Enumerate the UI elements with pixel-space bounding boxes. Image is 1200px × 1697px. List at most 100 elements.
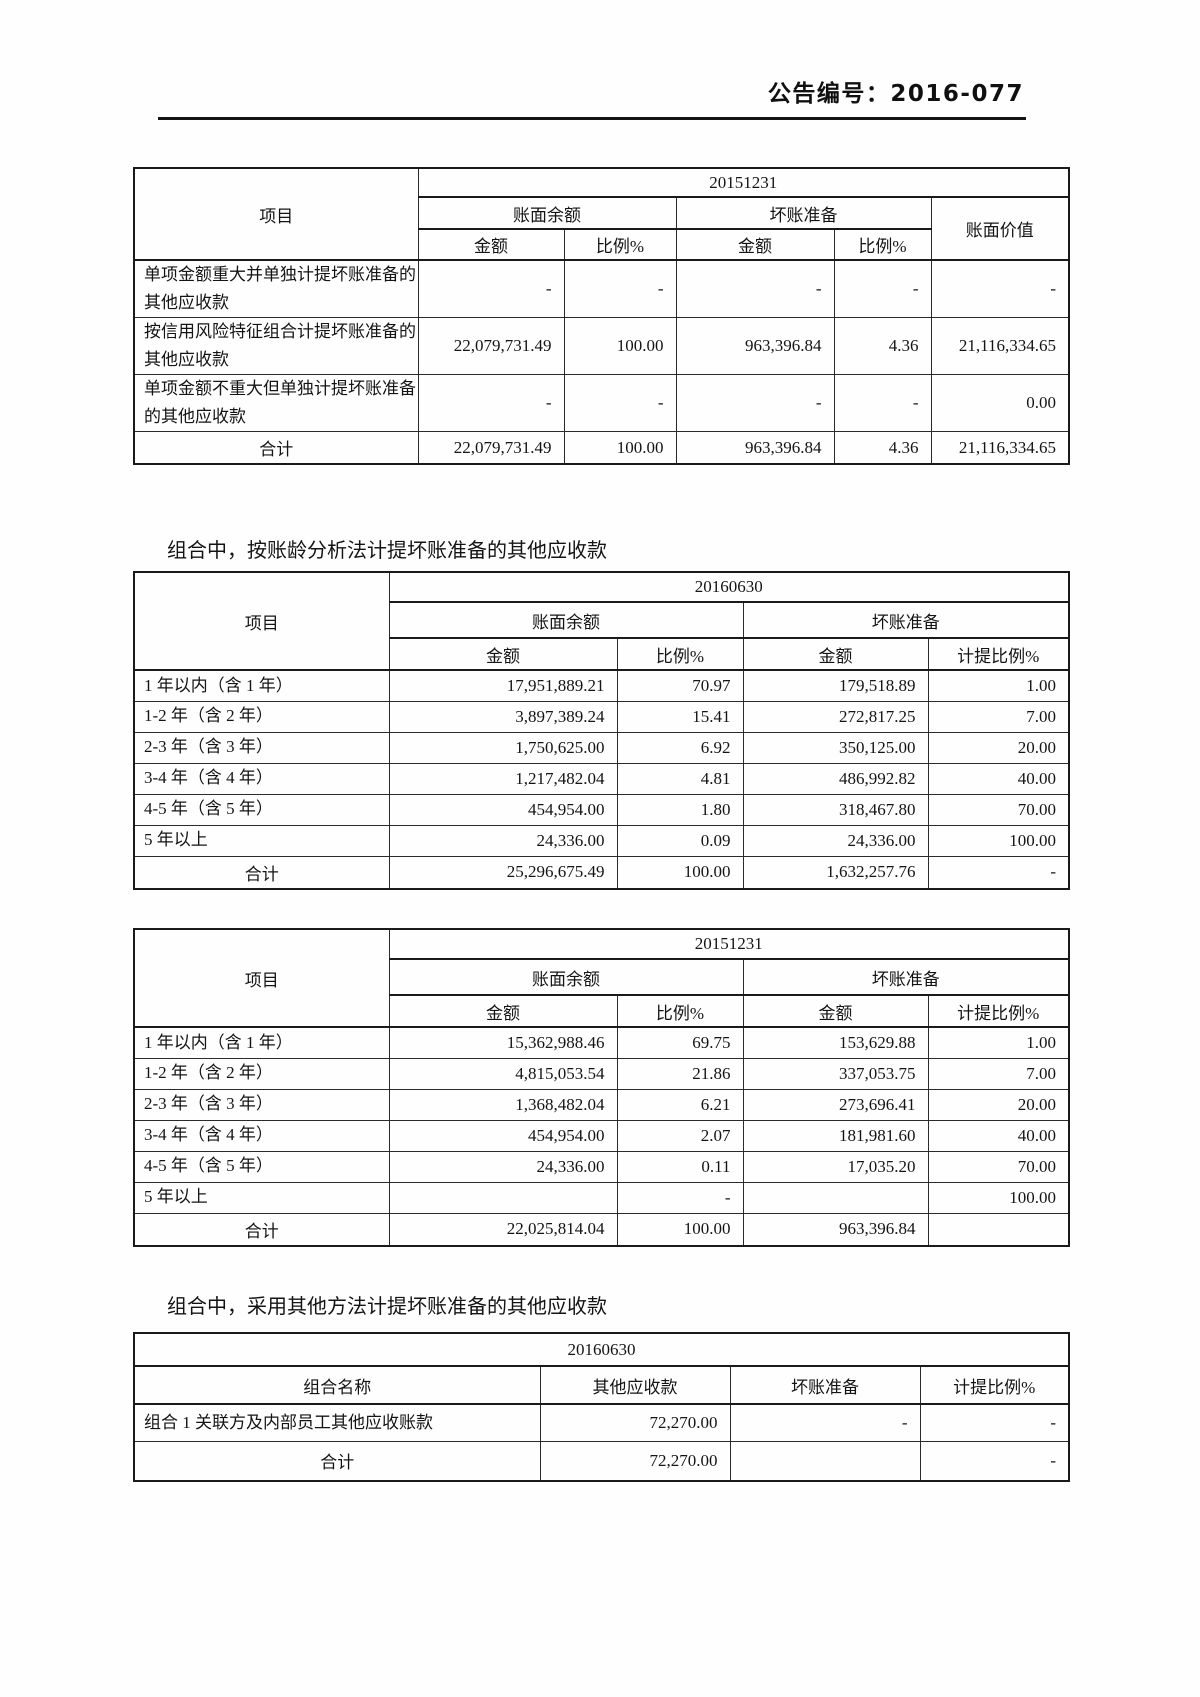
cell-item: 4-5 年（含 5 年） [133, 793, 390, 826]
col-header-other-receivables: 其他应收款 [539, 1365, 731, 1405]
cell-provision-amount: 1,632,257.76 [742, 855, 929, 890]
table-total-row: 合计 25,296,675.49 100.00 1,632,257.76 - [133, 855, 1070, 890]
cell-provision-amount: 181,981.60 [742, 1119, 929, 1152]
section-title-aging-method: 组合中，按账龄分析法计提坏账准备的其他应收款 [167, 540, 607, 562]
cell-balance-ratio: - [563, 374, 677, 433]
table-header-row: 组合名称 其他应收款 坏账准备 计提比例% [133, 1365, 1070, 1405]
cell-balance-amount: 22,079,731.49 [417, 317, 565, 376]
cell-balance-ratio: 4.81 [616, 762, 744, 795]
table-row: 单项金额重大并单独计提坏账准备的其他应收款 - - - - - [133, 259, 1070, 319]
col-header-ratio: 比例% [833, 228, 932, 261]
cell-book-value: 0.00 [930, 374, 1070, 433]
cell-provision-ratio: 1.00 [927, 1026, 1070, 1059]
cell-item: 5 年以上 [133, 824, 390, 857]
cell-item: 4-5 年（含 5 年） [133, 1150, 390, 1183]
cell-balance-ratio: - [616, 1181, 744, 1214]
table-header-row: 金额 比例% 金额 计提比例% [134, 637, 1070, 671]
cell-provision-ratio: 100.00 [927, 824, 1070, 857]
col-header-book-balance: 账面余额 [417, 196, 677, 230]
cell-book-value: 21,116,334.65 [930, 431, 1070, 465]
cell-provision-ratio: 40.00 [927, 762, 1070, 795]
cell-provision-ratio: 20.00 [927, 1088, 1070, 1121]
cell-balance-amount: 1,750,625.00 [388, 731, 618, 764]
table-row: 3-4 年（含 4 年） 1,217,482.04 4.81 486,992.8… [133, 762, 1070, 795]
cell-balance-ratio: - [563, 259, 677, 319]
cell-balance-ratio: 0.09 [616, 824, 744, 857]
table-row: 5 年以上 24,336.00 0.09 24,336.00 100.00 [133, 824, 1070, 857]
cell-balance-amount: 25,296,675.49 [388, 855, 618, 890]
cell-provision-amount: 273,696.41 [742, 1088, 929, 1121]
table-header-row: 账面余额 坏账准备 [134, 601, 1070, 639]
col-header-amount: 金额 [742, 994, 929, 1028]
cell-other-receivables: 72,270.00 [539, 1403, 731, 1442]
period-header: 20160630 [388, 571, 1070, 603]
cell-balance-amount: 24,336.00 [388, 824, 618, 857]
table-header-row: 项目 20151231 [133, 167, 1070, 261]
col-header-provision-ratio: 计提比例% [927, 637, 1070, 671]
cell-provision-amount: 963,396.84 [675, 431, 835, 465]
cell-provision-ratio: 70.00 [927, 1150, 1070, 1183]
cell-balance-ratio: 69.75 [616, 1026, 744, 1059]
cell-balance-amount: 24,336.00 [388, 1150, 618, 1183]
cell-provision-ratio: 4.36 [833, 431, 932, 465]
cell-provision-ratio: 7.00 [927, 700, 1070, 733]
cell-provision-amount: 486,992.82 [742, 762, 929, 795]
cell-item: 1 年以内（含 1 年） [133, 669, 390, 702]
table-row: 4-5 年（含 5 年） 454,954.00 1.80 318,467.80 … [133, 793, 1070, 826]
period-header: 20151231 [388, 928, 1070, 960]
cell-provision-amount: - [675, 374, 835, 433]
section-title-other-method: 组合中，采用其他方法计提坏账准备的其他应收款 [167, 1296, 607, 1318]
col-header-ratio: 比例% [616, 637, 744, 671]
table-total-row: 合计 22,079,731.49 100.00 963,396.84 4.36 … [133, 431, 1070, 465]
table-header-row: 项目 20160630 [133, 571, 1070, 671]
cell-provision-ratio: - [833, 374, 932, 433]
cell-item: 3-4 年（含 4 年） [133, 1119, 390, 1152]
cell-provision: - [729, 1403, 921, 1442]
col-header-bad-debt-provision: 坏账准备 [742, 958, 1070, 996]
table-row: 按信用风险特征组合计提坏账准备的其他应收款 22,079,731.49 100.… [133, 317, 1070, 376]
aging-table-20151231: 项目 20151231 账面余额 坏账准备 金额 比例% 金额 计提比例% 1 … [133, 928, 1070, 1247]
cell-other-receivables: 72,270.00 [539, 1440, 731, 1482]
col-header-amount: 金额 [417, 228, 565, 261]
cell-provision-ratio: - [919, 1440, 1070, 1482]
cell-provision-amount: 272,817.25 [742, 700, 929, 733]
col-header-book-balance: 账面余额 [388, 601, 744, 639]
announcement-number: 公告编号：2016-077 [767, 81, 1024, 107]
col-header-amount: 金额 [388, 994, 618, 1028]
cell-balance-amount: 4,815,053.54 [388, 1057, 618, 1090]
table-total-row: 合计 72,270.00 - [133, 1440, 1070, 1482]
col-header-provision-ratio: 计提比例% [927, 994, 1070, 1028]
cell-balance-amount: 22,025,814.04 [388, 1212, 618, 1247]
cell-item: 2-3 年（含 3 年） [133, 1088, 390, 1121]
cell-balance-ratio: 6.92 [616, 731, 744, 764]
cell-balance-ratio: 100.00 [563, 317, 677, 376]
cell-provision-ratio: 7.00 [927, 1057, 1070, 1090]
cell-balance-amount: 454,954.00 [388, 1119, 618, 1152]
table-row: 5 年以上 - 100.00 [133, 1181, 1070, 1214]
col-header-portfolio-name: 组合名称 [133, 1365, 541, 1405]
col-header-item: 项目 [133, 571, 390, 671]
cell-balance-amount: 454,954.00 [388, 793, 618, 826]
cell-balance-ratio: 21.86 [616, 1057, 744, 1090]
cell-provision-ratio: 70.00 [927, 793, 1070, 826]
cell-balance-ratio: 100.00 [616, 1212, 744, 1247]
col-header-bad-debt-provision: 坏账准备 [675, 196, 932, 230]
table-header-row: 账面余额 坏账准备 账面价值 [134, 196, 1070, 261]
col-header-amount: 金额 [388, 637, 618, 671]
cell-balance-ratio: 2.07 [616, 1119, 744, 1152]
table-header-row: 账面余额 坏账准备 [134, 958, 1070, 996]
cell-item: 2-3 年（含 3 年） [133, 731, 390, 764]
col-header-ratio: 比例% [616, 994, 744, 1028]
cell-book-value: 21,116,334.65 [930, 317, 1070, 376]
cell-provision-ratio: 4.36 [833, 317, 932, 376]
cell-provision-ratio: - [919, 1403, 1070, 1442]
cell-provision-ratio: 100.00 [927, 1181, 1070, 1214]
document-header: 公告编号：2016-077 [158, 74, 1026, 120]
other-method-table: 20160630 组合名称 其他应收款 坏账准备 计提比例% 组合 1 关联方及… [133, 1332, 1070, 1482]
cell-item: 1 年以内（含 1 年） [133, 1026, 390, 1059]
cell-item: 1-2 年（含 2 年） [133, 1057, 390, 1090]
cell-total-label: 合计 [133, 431, 419, 465]
table-row: 2-3 年（含 3 年） 1,368,482.04 6.21 273,696.4… [133, 1088, 1070, 1121]
cell-balance-ratio: 15.41 [616, 700, 744, 733]
